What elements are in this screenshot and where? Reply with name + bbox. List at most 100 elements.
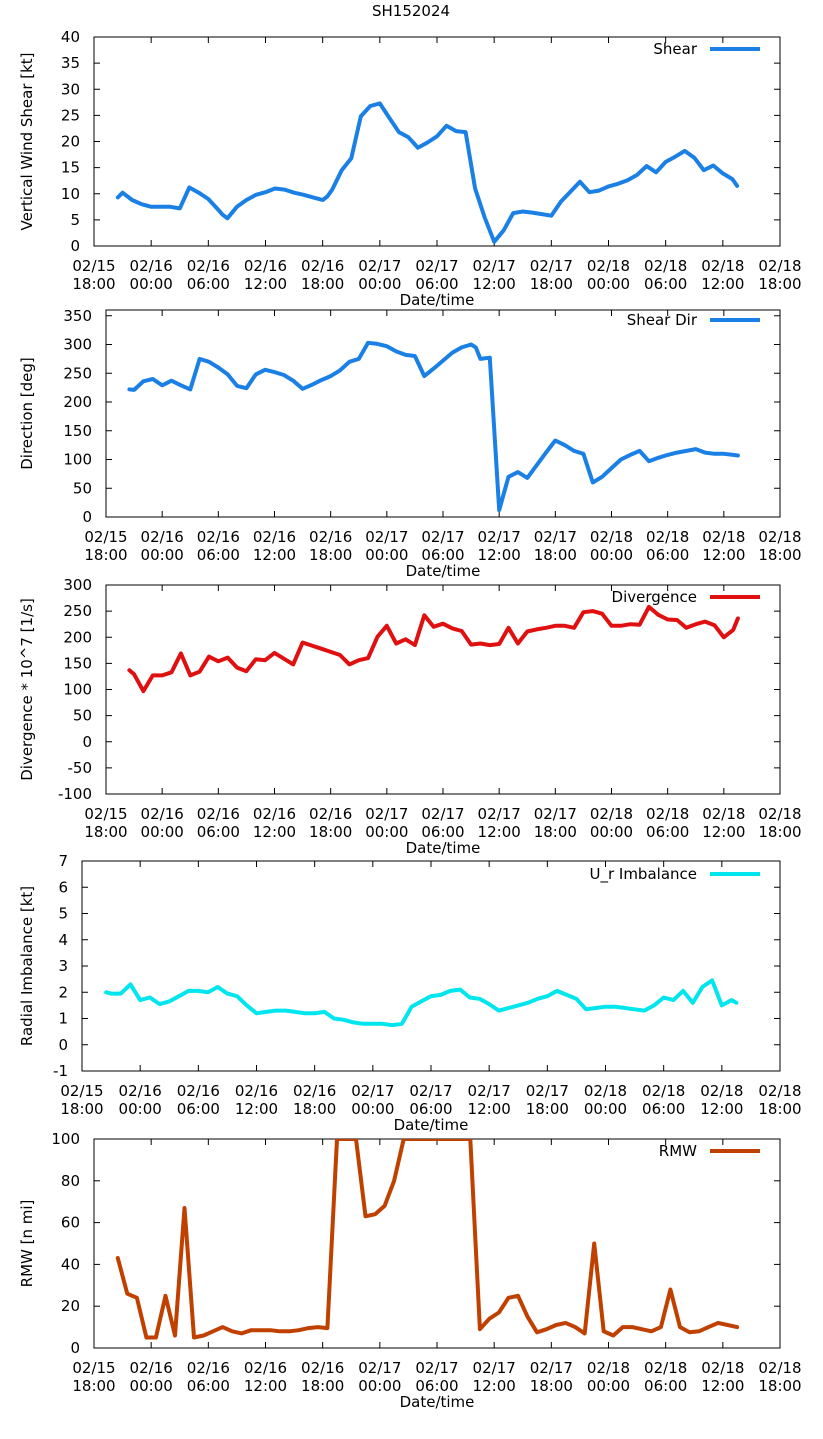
y-tick-label: 5	[70, 211, 80, 229]
y-tick-label: 0	[82, 508, 92, 526]
plot-frame	[93, 36, 781, 247]
x-tick-label-date: 02/15	[72, 1359, 115, 1377]
x-tick-label-time: 06:00	[646, 546, 689, 564]
x-tick-label-time: 18:00	[758, 546, 801, 564]
page-title: SH152024	[372, 2, 450, 20]
x-tick-label-date: 02/16	[197, 528, 240, 546]
x-tick-label-date: 02/15	[72, 257, 115, 275]
legend-label: RMW	[659, 1142, 697, 1160]
y-axis-label: Vertical Wind Shear [kt]	[18, 52, 36, 230]
x-tick-label-time: 00:00	[590, 823, 633, 841]
x-tick-label-date: 02/17	[530, 257, 573, 275]
x-tick-label-time: 12:00	[701, 275, 744, 293]
y-tick-label: 300	[63, 336, 92, 354]
x-tick-label-date: 02/18	[758, 528, 801, 546]
x-tick-label-date: 02/16	[187, 1359, 230, 1377]
x-tick-label-date: 02/17	[468, 1082, 511, 1100]
plot-frame	[105, 584, 781, 795]
x-tick-label-time: 00:00	[358, 1377, 401, 1395]
x-tick-label-time: 06:00	[177, 1100, 220, 1118]
y-tick-label: 50	[73, 707, 92, 725]
x-tick-label-date: 02/17	[409, 1082, 452, 1100]
legend-label: Shear	[653, 40, 697, 58]
x-tick-label-date: 02/17	[365, 805, 408, 823]
x-tick-label-time: 06:00	[409, 1100, 452, 1118]
x-tick-label-date: 02/17	[530, 1359, 573, 1377]
x-tick-label-time: 12:00	[478, 546, 521, 564]
plot-frame	[105, 309, 781, 518]
x-tick-label-date: 02/18	[702, 805, 745, 823]
x-tick-label-date: 02/18	[700, 1082, 743, 1100]
plot-frame	[81, 860, 781, 1072]
x-tick-label-time: 12:00	[244, 1377, 287, 1395]
x-tick-label-time: 06:00	[197, 546, 240, 564]
x-tick-label-time: 18:00	[84, 823, 127, 841]
x-tick-label-date: 02/17	[415, 1359, 458, 1377]
x-tick-label-date: 02/18	[758, 1359, 801, 1377]
y-tick-label: 350	[63, 307, 92, 325]
x-tick-label-time: 06:00	[415, 1377, 458, 1395]
x-tick-label-time: 00:00	[358, 275, 401, 293]
y-tick-label: 7	[58, 852, 68, 870]
legend-label: U_r Imbalance	[589, 865, 697, 884]
chart-panel-5: 02040608010002/1518:0002/1600:0002/1606:…	[18, 1130, 802, 1411]
chart-panel-2: 05010015020025030035002/1518:0002/1600:0…	[18, 307, 802, 580]
x-tick-label-time: 06:00	[197, 823, 240, 841]
x-tick-label-date: 02/16	[235, 1082, 278, 1100]
x-tick-label-time: 18:00	[534, 823, 577, 841]
series-line	[115, 1139, 740, 1340]
x-tick-label-time: 12:00	[473, 275, 516, 293]
y-tick-label: 2	[58, 983, 68, 1001]
x-tick-label-date: 02/17	[478, 805, 521, 823]
y-tick-label: 10	[61, 185, 80, 203]
x-tick-label-time: 18:00	[60, 1100, 103, 1118]
x-tick-label-date: 02/18	[590, 528, 633, 546]
series-line	[115, 101, 740, 244]
x-tick-label-time: 18:00	[72, 1377, 115, 1395]
x-tick-label-time: 18:00	[530, 1377, 573, 1395]
x-tick-label-time: 12:00	[473, 1377, 516, 1395]
y-tick-label: 20	[61, 133, 80, 151]
chart-panel-3: -100-5005010015020025030002/1518:0002/16…	[18, 576, 802, 857]
x-tick-label-date: 02/16	[244, 257, 287, 275]
y-tick-label: 40	[61, 1255, 80, 1273]
x-tick-label-date: 02/17	[358, 1359, 401, 1377]
x-tick-label-time: 18:00	[301, 1377, 344, 1395]
x-tick-label-time: 18:00	[293, 1100, 336, 1118]
x-tick-label-date: 02/18	[590, 805, 633, 823]
x-tick-label-date: 02/16	[130, 1359, 173, 1377]
x-axis-label: Date/time	[406, 839, 481, 857]
x-tick-label-date: 02/18	[701, 1359, 744, 1377]
x-tick-label-date: 02/16	[177, 1082, 220, 1100]
x-tick-label-time: 06:00	[415, 275, 458, 293]
x-tick-label-date: 02/17	[478, 528, 521, 546]
x-tick-label-time: 06:00	[644, 275, 687, 293]
x-tick-label-date: 02/18	[587, 1359, 630, 1377]
x-tick-label-date: 02/16	[253, 805, 296, 823]
y-tick-label: 250	[63, 364, 92, 382]
y-tick-label: 0	[70, 1339, 80, 1357]
series-line	[104, 978, 739, 1028]
x-tick-label-date: 02/15	[60, 1082, 103, 1100]
y-axis-label: Radial Imbalance [kt]	[18, 886, 36, 1046]
x-tick-label-date: 02/17	[365, 528, 408, 546]
y-axis-label: Direction [deg]	[18, 357, 36, 470]
x-tick-label-time: 00:00	[351, 1100, 394, 1118]
x-tick-label-time: 06:00	[642, 1100, 685, 1118]
x-tick-label-date: 02/17	[534, 805, 577, 823]
x-tick-label-time: 06:00	[421, 546, 464, 564]
y-tick-label: 300	[63, 576, 92, 594]
x-tick-label-time: 00:00	[365, 823, 408, 841]
y-tick-label: 30	[61, 80, 80, 98]
y-tick-label: 50	[73, 479, 92, 497]
x-tick-label-date: 02/18	[584, 1082, 627, 1100]
y-tick-label: 150	[63, 654, 92, 672]
x-tick-label-time: 06:00	[646, 823, 689, 841]
x-axis-label: Date/time	[406, 562, 481, 580]
x-tick-label-date: 02/18	[701, 257, 744, 275]
y-axis-label: Divergence * 10^7 [1/s]	[18, 598, 36, 781]
x-tick-label-date: 02/15	[84, 528, 127, 546]
y-tick-label: 250	[63, 602, 92, 620]
y-tick-label: 200	[63, 393, 92, 411]
legend-label: Divergence	[612, 588, 697, 606]
